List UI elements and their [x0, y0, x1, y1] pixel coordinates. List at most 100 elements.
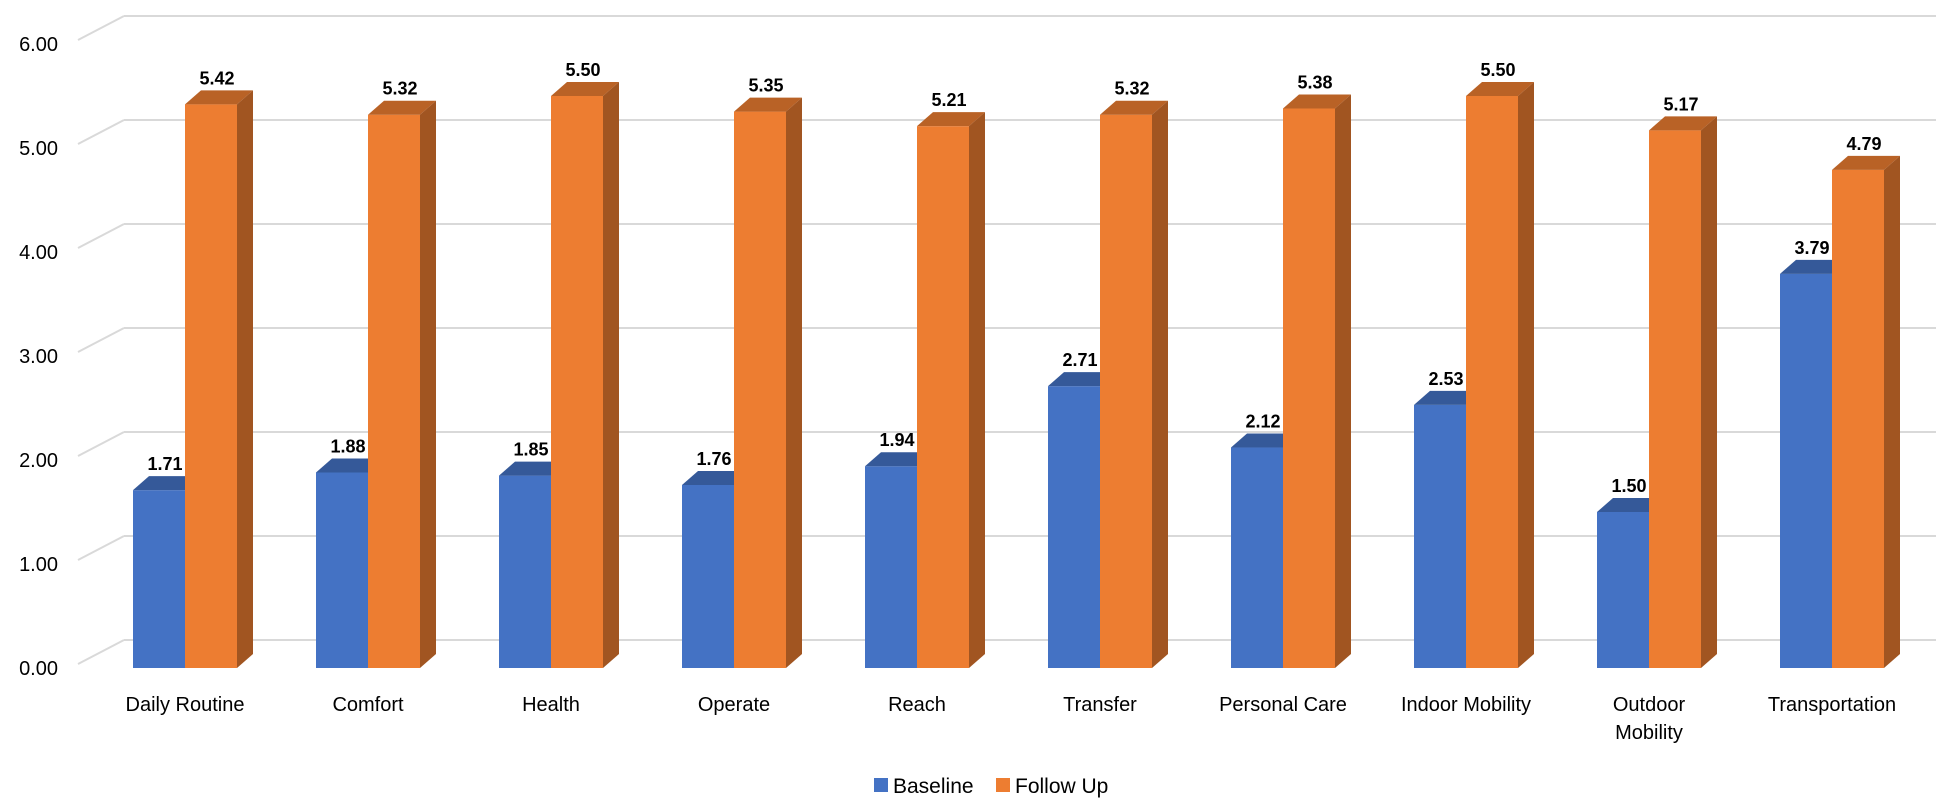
legend: Baseline Follow Up — [874, 775, 1108, 798]
x-category-label: Transfer — [1063, 694, 1137, 716]
bar-side-face — [237, 90, 253, 668]
bar-top-face — [1780, 259, 1848, 274]
gridline-edge — [77, 119, 125, 145]
bar-side-face — [1701, 116, 1717, 668]
bar-follow-up — [734, 111, 786, 669]
bar-side-face — [1518, 82, 1534, 668]
bar-top-face — [734, 97, 802, 112]
data-label: 5.50 — [565, 60, 600, 80]
bar-top-face — [1466, 82, 1534, 96]
bar-follow-up — [1466, 96, 1518, 668]
bar-baseline — [1597, 512, 1649, 668]
bar-baseline — [1231, 447, 1283, 668]
x-category-label: Health — [522, 694, 580, 716]
bar-follow-up — [917, 126, 969, 668]
data-label: 1.85 — [513, 440, 548, 460]
gridline-edge — [77, 223, 125, 249]
y-tick-label: 3.00 — [19, 346, 58, 368]
x-category-label: Mobility — [1615, 722, 1683, 744]
bar-side-face — [1152, 100, 1168, 669]
data-label: 5.50 — [1480, 60, 1515, 80]
y-tick-label: 6.00 — [19, 34, 58, 56]
bar-follow-up — [1100, 114, 1152, 669]
data-label: 2.12 — [1245, 412, 1280, 432]
x-category-label: Comfort — [332, 694, 404, 716]
data-label: 1.50 — [1611, 476, 1646, 496]
bar-top-face — [1832, 155, 1900, 170]
data-label: 5.32 — [1114, 79, 1149, 99]
bar-top-face — [682, 470, 750, 485]
gridline-edge — [77, 15, 125, 41]
data-label: 1.94 — [879, 430, 914, 450]
data-label: 4.79 — [1846, 134, 1881, 154]
data-labels: 1.71 5.42 1.88 5.32 1.85 5.50 1.76 5.35 1.94 5.21… — [147, 60, 1881, 496]
bar-side-face — [603, 82, 619, 668]
data-label: 1.71 — [147, 454, 182, 474]
bar-side-face — [1884, 155, 1900, 669]
bar-baseline — [499, 475, 551, 668]
bar-baseline — [316, 472, 368, 668]
bar-top-face — [1231, 433, 1299, 448]
legend-swatch-baseline — [874, 778, 888, 792]
x-category-label: Personal Care — [1219, 694, 1347, 716]
bar-side-face — [786, 97, 802, 669]
data-label: 5.17 — [1663, 94, 1698, 114]
y-tick-label: 2.00 — [19, 450, 58, 472]
data-label: 5.42 — [199, 68, 234, 88]
bar-top-face — [1597, 498, 1665, 512]
bar-top-face — [865, 452, 933, 467]
bar-baseline — [1048, 386, 1100, 668]
x-category-label: Indoor Mobility — [1401, 694, 1531, 716]
x-category-label: Operate — [698, 694, 770, 716]
data-label: 3.79 — [1794, 238, 1829, 258]
y-tick-label: 5.00 — [19, 138, 58, 160]
data-label: 2.71 — [1062, 350, 1097, 370]
data-label: 1.76 — [696, 449, 731, 469]
x-category-label: Daily Routine — [126, 694, 245, 716]
gridline-edge — [77, 327, 125, 353]
bar-top-face — [1414, 390, 1482, 405]
legend-label: Baseline — [893, 775, 974, 798]
legend-swatch-follow-up — [996, 778, 1010, 792]
bar-top-face — [133, 476, 201, 491]
data-label: 1.88 — [330, 436, 365, 456]
gridline-edge — [77, 535, 125, 561]
x-category-label: Transportation — [1768, 694, 1896, 716]
y-tick-label: 1.00 — [19, 554, 58, 576]
y-tick-label: 4.00 — [19, 242, 58, 264]
bar-top-face — [1283, 94, 1351, 109]
bar-top-face — [185, 90, 253, 105]
data-label: 5.38 — [1297, 72, 1332, 92]
bar-baseline — [1414, 404, 1466, 668]
bar-top-face — [917, 112, 985, 127]
bar-baseline — [865, 466, 917, 668]
y-tick-label: 0.00 — [19, 658, 58, 680]
bar-follow-up — [551, 96, 603, 668]
bar-follow-up — [1832, 169, 1884, 668]
bar-baseline — [133, 490, 185, 668]
data-label: 5.32 — [382, 79, 417, 99]
x-category-label: Reach — [888, 694, 946, 716]
bar-follow-up — [1283, 108, 1335, 669]
bar-follow-up — [185, 104, 237, 668]
bar-top-face — [368, 100, 436, 115]
bar-follow-up — [1649, 130, 1701, 668]
bar-top-face — [316, 458, 384, 473]
bar-top-face — [1649, 116, 1717, 131]
bar-baseline — [1780, 273, 1832, 668]
x-axis-categories: Daily Routine Comfort Health Operate Reach Tr… — [126, 694, 1897, 744]
y-axis-ticks: 0.00 1.00 2.00 3.00 4.00 5.00 6.00 — [19, 34, 58, 680]
bar-top-face — [551, 82, 619, 96]
x-category-label: Outdoor — [1613, 694, 1686, 716]
bar-top-face — [499, 461, 567, 476]
data-label: 5.35 — [748, 76, 783, 96]
bar-baseline — [682, 484, 734, 668]
data-label: 5.21 — [931, 90, 966, 110]
data-label: 2.53 — [1428, 369, 1463, 389]
bar-side-face — [1335, 94, 1351, 669]
bars — [133, 82, 1900, 669]
gridline-edge — [77, 639, 125, 665]
bar-follow-up — [368, 114, 420, 669]
